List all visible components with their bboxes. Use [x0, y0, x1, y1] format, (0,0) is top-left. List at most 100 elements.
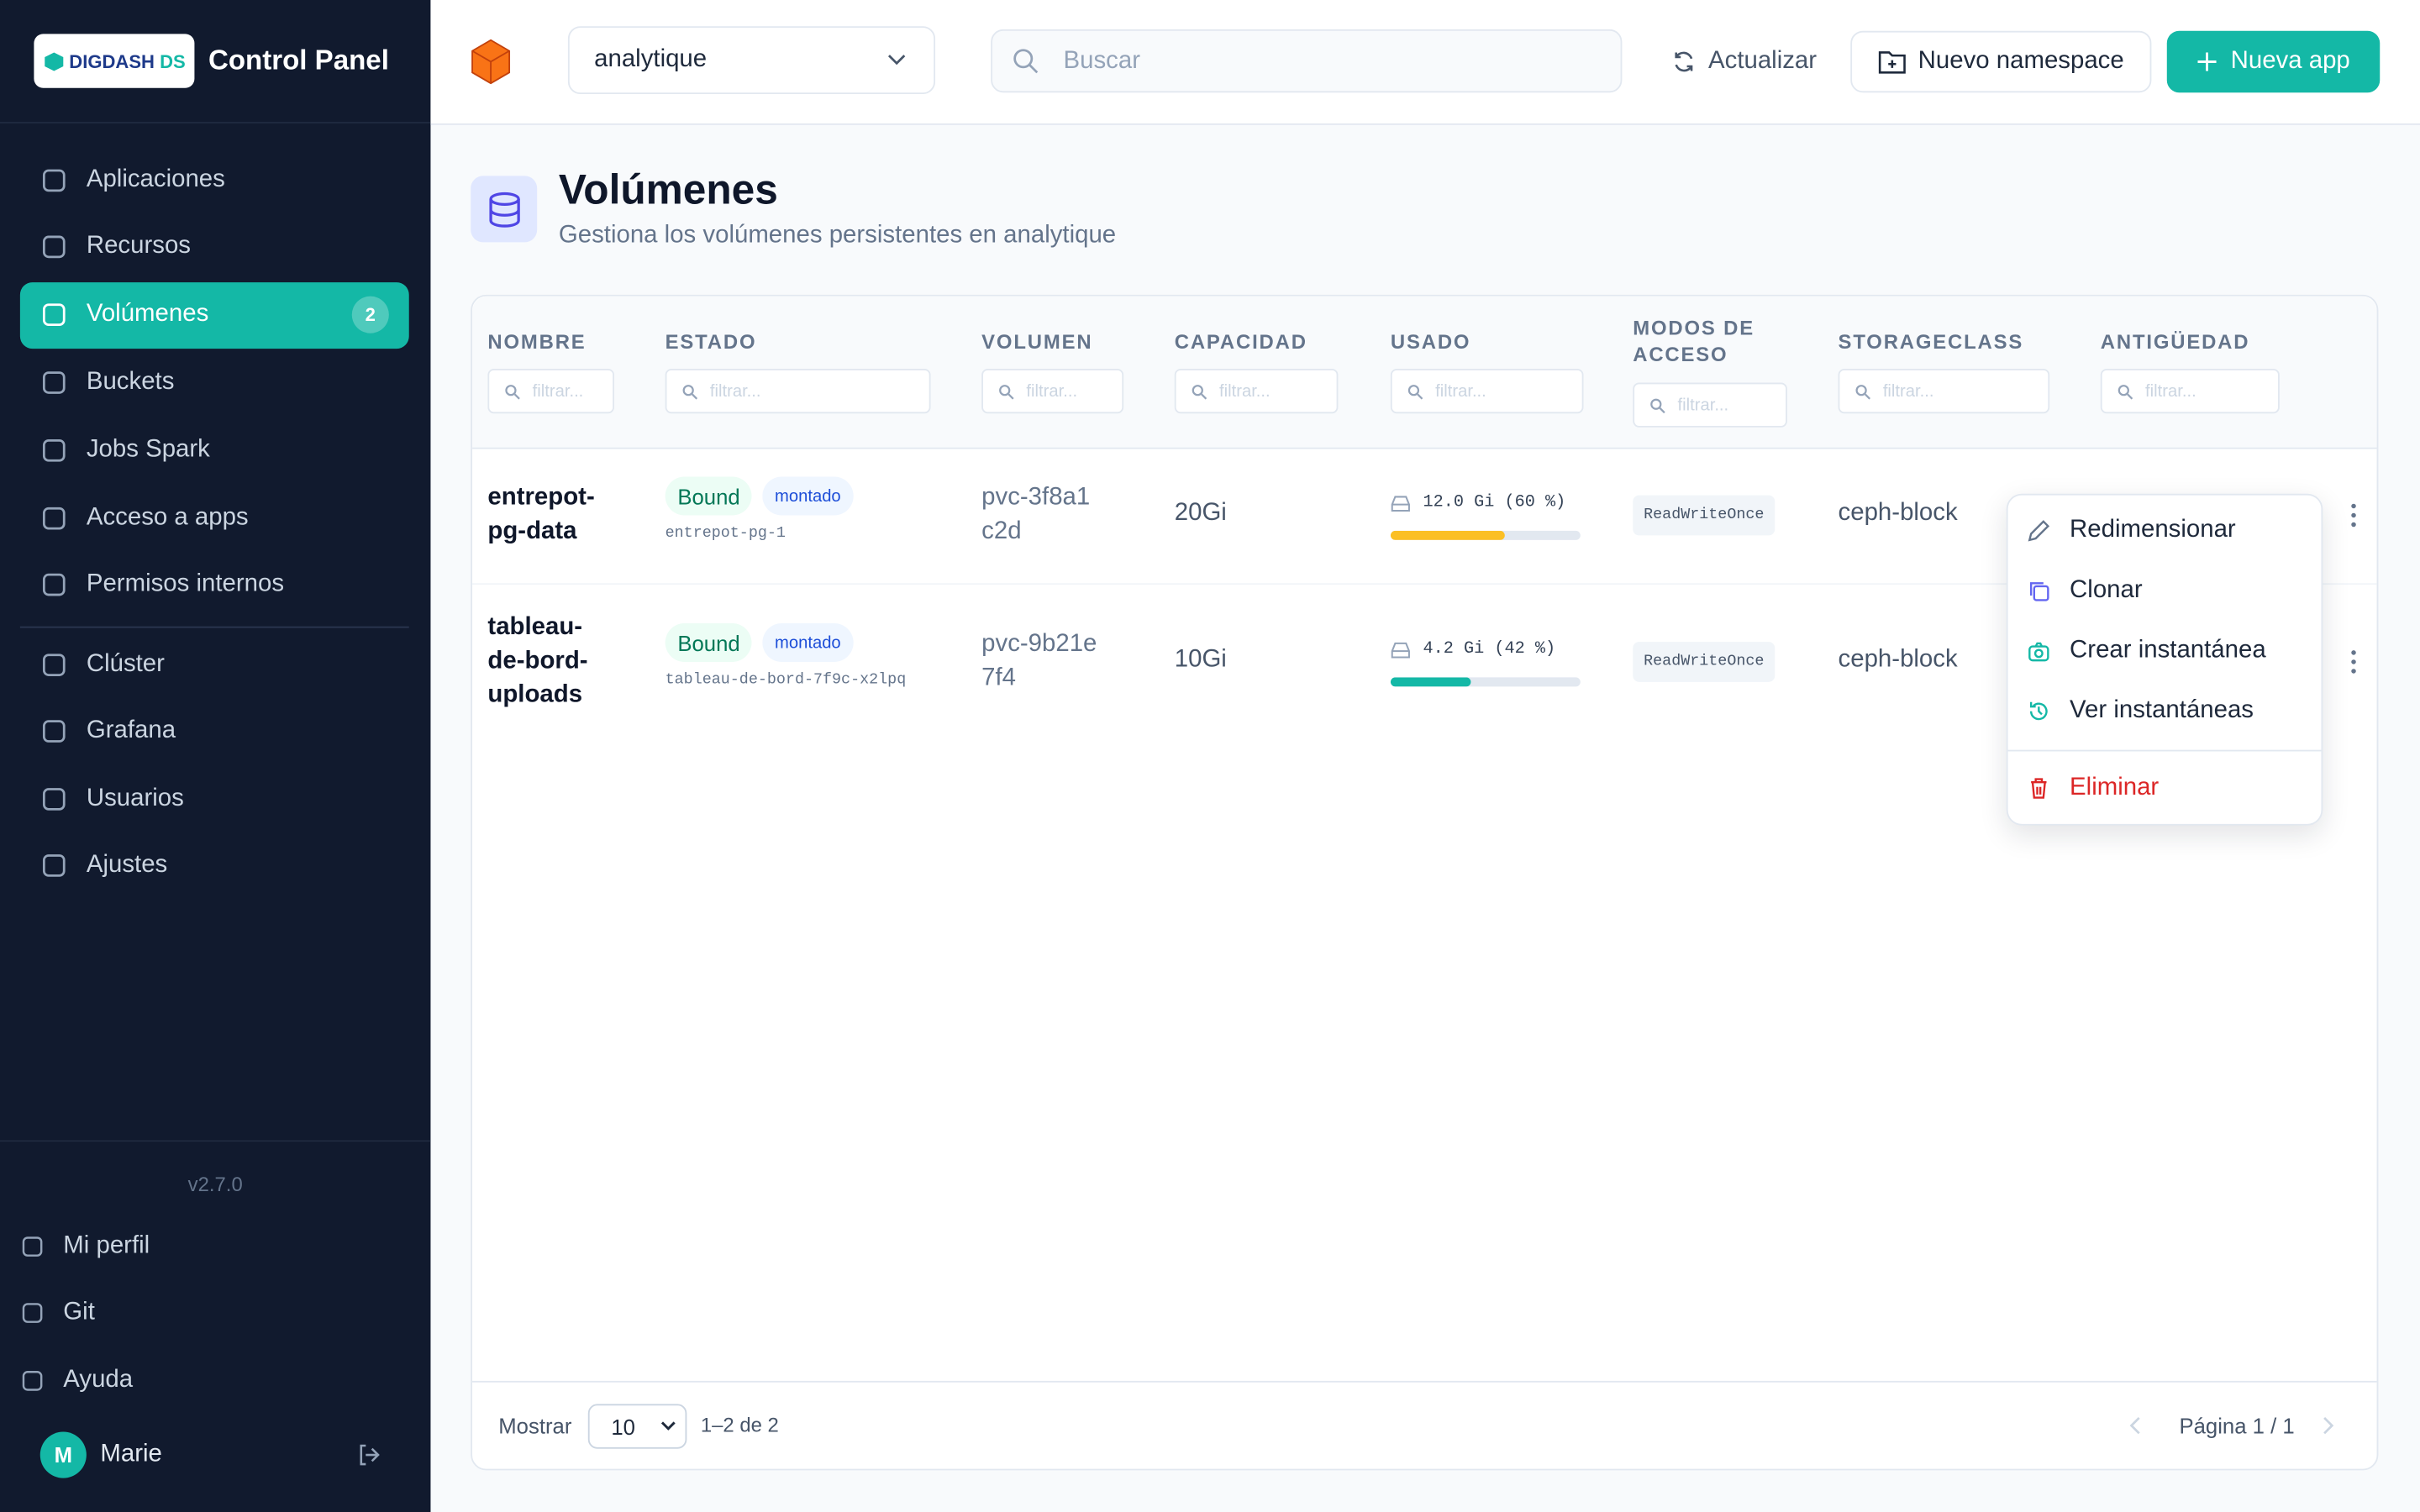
table-card [471, 294, 2379, 1471]
namespace-icon [471, 39, 511, 85]
version: v2.7.0 [187, 1172, 243, 1196]
menu-label: Ver instantáneas [2070, 697, 2254, 725]
sidebar: DIGDASH DS Control Panel v2.7.0 M Marie … [0, 0, 431, 1512]
nav-item[interactable]: Permisos internos [20, 552, 409, 618]
filter-placeholder: filtrar... [1219, 381, 1270, 401]
usage-track [1390, 677, 1581, 687]
menu-item[interactable]: Clonar [2007, 560, 2323, 621]
page-size-select[interactable]: 10 [587, 1404, 687, 1449]
nav-item[interactable]: Acceso a apps [20, 485, 409, 551]
column-filter[interactable]: filtrar... [1390, 368, 1584, 414]
volume-name: entrepot-pg-data [487, 484, 595, 545]
new-app-button[interactable]: Nueva app [2166, 30, 2381, 93]
search-placeholder: Buscar [1063, 47, 1140, 74]
nav-item[interactable]: Aplicaciones [20, 146, 409, 213]
menu-label: Crear instantánea [2070, 637, 2266, 664]
nav-item[interactable]: Recursos [20, 214, 409, 281]
nav-item[interactable]: Usuarios [20, 765, 409, 832]
usage-track [1390, 530, 1581, 540]
nav-label: Recursos [86, 233, 191, 260]
usage: 12.0 Gi (60 %) [1391, 494, 1565, 512]
footer-item[interactable]: Mi perfil [0, 1213, 389, 1279]
footer-label: Mi perfil [63, 1231, 150, 1258]
filter-placeholder: filtrar... [1677, 396, 1729, 415]
new-namespace-button[interactable]: Nuevo namespace [1850, 30, 2152, 93]
logo-text: DIGDASH [69, 50, 155, 72]
page-subtitle: Gestiona los volúmenes persistentes en a… [558, 222, 1117, 249]
volume-name: tableau-de-bord-uploads [487, 614, 588, 709]
nav-item[interactable]: Grafana [20, 698, 409, 764]
nav-item[interactable]: Jobs Spark [20, 417, 409, 483]
storage-class: ceph-block [1838, 646, 1958, 673]
column-filter[interactable]: filtrar... [1838, 368, 2050, 414]
new-namespace-label: Nuevo namespace [1918, 47, 2124, 75]
menu-item[interactable]: Crear instantánea [2007, 621, 2323, 681]
volume-id: pvc-9b21e7f4 [981, 631, 1097, 691]
context-menu [2006, 493, 2323, 826]
nav-label: Volúmenes [86, 301, 209, 328]
nav-label: Grafana [86, 717, 176, 744]
search[interactable]: Buscar [991, 29, 1623, 93]
filter-placeholder: filtrar... [2145, 381, 2196, 401]
user-name: Marie [100, 1441, 162, 1467]
nav-item[interactable]: Buckets [20, 349, 409, 416]
menu-divider [2007, 749, 2322, 752]
prev-page[interactable] [2128, 1416, 2144, 1435]
footer-item[interactable]: Ayuda [0, 1347, 389, 1414]
page-size-value: 10 [611, 1414, 635, 1439]
nav-label: Jobs Spark [86, 436, 210, 463]
column-filter[interactable]: filtrar... [487, 368, 615, 414]
pod-name: tableau-de-bord-7f9c-x2lpq [665, 672, 907, 690]
mount-badge: montado [762, 476, 854, 516]
nav-label: Ajustes [86, 852, 168, 879]
usage-label: 12.0 Gi (60 %) [1423, 493, 1566, 512]
menu-item[interactable]: Redimensionar [2007, 500, 2323, 560]
row-actions[interactable] [2344, 501, 2363, 529]
page-indicator: Página 1 / 1 [2179, 1413, 2295, 1438]
capacity: 20Gi [1174, 500, 1227, 527]
namespace-select[interactable]: analytique [567, 26, 936, 95]
menu-label: Eliminar [2070, 774, 2160, 801]
nav-item[interactable]: Clúster [20, 631, 409, 697]
page-title: Volúmenes [558, 166, 778, 213]
filter-placeholder: filtrar... [532, 381, 584, 401]
column-filter[interactable]: filtrar... [1174, 368, 1339, 414]
logo: DIGDASH DS [34, 34, 195, 88]
divider [0, 1140, 431, 1142]
filter-placeholder: filtrar... [1435, 381, 1486, 401]
column-filter[interactable]: filtrar... [2100, 368, 2280, 414]
column-header: ANTIGÜEDAD [2100, 330, 2250, 354]
next-page[interactable] [2320, 1416, 2335, 1435]
column-filter[interactable]: filtrar... [665, 368, 931, 414]
logo-suffix: DS [160, 50, 186, 72]
usage-label: 4.2 Gi (42 %) [1423, 640, 1556, 659]
column-header: ESTADO [665, 330, 757, 354]
storage-class: ceph-block [1838, 500, 1958, 527]
menu-item[interactable]: Eliminar [2007, 758, 2323, 818]
column-filter[interactable]: filtrar... [1633, 382, 1787, 428]
row-actions[interactable] [2344, 648, 2363, 675]
menu-label: Redimensionar [2070, 516, 2236, 543]
menu-item[interactable]: Ver instantáneas [2007, 682, 2323, 743]
nav-label: Usuarios [86, 785, 184, 811]
access-mode: ReadWriteOnce [1633, 642, 1776, 682]
nav-label: Clúster [86, 650, 165, 677]
nav-item[interactable]: Ajustes [20, 832, 409, 899]
column-filter[interactable]: filtrar... [981, 368, 1124, 414]
refresh-button[interactable]: Actualizar [1655, 31, 1833, 92]
column-header: USADO [1390, 330, 1471, 354]
filter-placeholder: filtrar... [1026, 381, 1078, 401]
capacity: 10Gi [1174, 646, 1227, 673]
logout-icon[interactable] [356, 1442, 381, 1467]
mount-badge: montado [762, 623, 854, 662]
access-mode: ReadWriteOnce [1633, 495, 1776, 536]
nav-label: Buckets [86, 368, 175, 396]
pod-name: entrepot-pg-1 [665, 526, 786, 543]
footer-item[interactable]: Git [0, 1280, 389, 1347]
page-icon [471, 176, 538, 243]
usage: 4.2 Gi (42 %) [1391, 640, 1555, 659]
status-badge: Bound [665, 476, 753, 516]
column-header: VOLUMEN [981, 330, 1093, 354]
usage-bar [1390, 530, 1505, 540]
nav-item[interactable]: Volúmenes 2 [19, 281, 409, 349]
